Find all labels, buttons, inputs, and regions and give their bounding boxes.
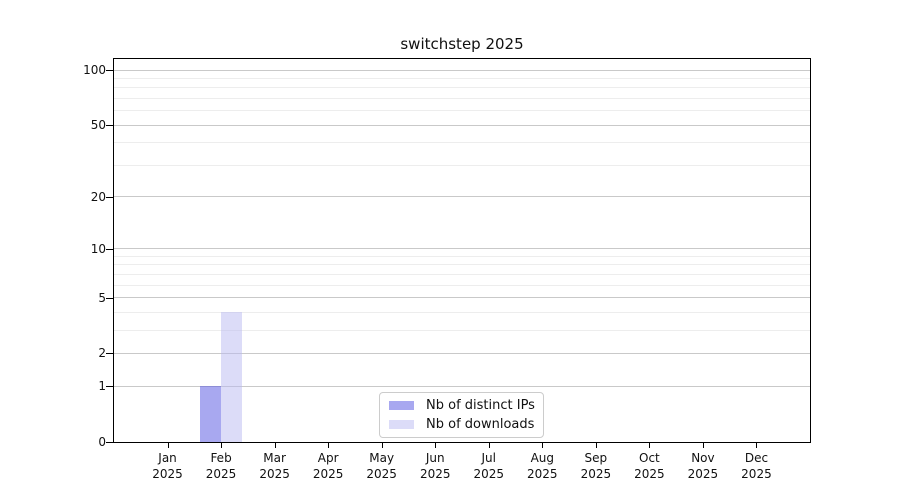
x-tick-mark xyxy=(167,443,169,448)
y-gridline-minor xyxy=(114,255,810,257)
x-tick-label: Oct 2025 xyxy=(634,451,665,481)
y-gridline-minor xyxy=(114,264,810,266)
x-tick-label: Dec 2025 xyxy=(741,451,772,481)
x-tick-label: May 2025 xyxy=(366,451,397,481)
x-tick-label: Sep 2025 xyxy=(580,451,612,481)
x-tick-label: Feb 2025 xyxy=(205,451,237,481)
y-tick-mark xyxy=(106,442,113,443)
x-tick-mark xyxy=(649,443,651,448)
x-tick-label: Jun 2025 xyxy=(419,451,451,481)
legend-label-downloads: Nb of downloads xyxy=(426,417,535,433)
x-tick-mark xyxy=(328,443,330,448)
y-gridline-major xyxy=(114,196,810,198)
y-tick-mark xyxy=(106,70,113,72)
bar-feb-2025-nb-of-distinct-ips xyxy=(199,386,222,442)
y-tick-label: 10 xyxy=(90,241,106,256)
y-tick-mark xyxy=(106,297,113,299)
x-tick-label: Apr 2025 xyxy=(312,451,344,481)
y-gridline-major xyxy=(114,385,810,387)
y-tick-label: 2 xyxy=(98,346,106,361)
y-tick-mark xyxy=(106,353,113,355)
y-tick-label: 1 xyxy=(98,379,106,394)
x-tick-label: Nov 2025 xyxy=(687,451,719,481)
y-tick-mark xyxy=(106,196,113,198)
y-gridline-major xyxy=(114,352,810,354)
y-tick-label: 20 xyxy=(90,189,106,204)
legend-label-distinct-ips: Nb of distinct IPs xyxy=(426,397,535,413)
x-tick-label: Jan 2025 xyxy=(152,451,183,481)
x-tick-mark xyxy=(435,443,437,448)
plot-area xyxy=(113,58,811,443)
bar-feb-2025-nb-of-downloads xyxy=(221,312,243,442)
y-tick-label: 50 xyxy=(90,118,106,133)
y-gridline-major xyxy=(114,69,810,71)
x-tick-mark xyxy=(542,443,544,448)
y-gridline-minor xyxy=(114,311,810,313)
y-tick-label: 5 xyxy=(98,290,106,305)
y-tick-mark xyxy=(106,125,113,127)
x-tick-mark xyxy=(274,443,276,448)
legend-item-distinct-ips: Nb of distinct IPs xyxy=(389,397,535,414)
x-tick-mark xyxy=(756,443,758,448)
distinct-ips-swatch-icon xyxy=(389,400,414,410)
y-gridline-minor xyxy=(114,329,810,331)
y-tick-mark xyxy=(106,248,113,250)
y-gridline-major xyxy=(114,248,810,250)
x-tick-label: Jul 2025 xyxy=(473,451,505,481)
x-tick-mark xyxy=(221,443,223,448)
y-gridline-minor xyxy=(114,273,810,275)
x-tick-mark xyxy=(488,443,490,448)
legend: Nb of distinct IPs Nb of downloads xyxy=(379,392,544,438)
y-tick-mark xyxy=(106,386,113,388)
x-tick-mark xyxy=(702,443,704,448)
y-gridline-minor xyxy=(114,87,810,89)
y-gridline-minor xyxy=(114,78,810,80)
y-gridline-minor xyxy=(114,284,810,286)
x-tick-label: Aug 2025 xyxy=(527,451,558,481)
y-gridline-minor xyxy=(114,110,810,112)
x-tick-label: Mar 2025 xyxy=(259,451,290,481)
chart-title: switchstep 2025 xyxy=(400,35,524,53)
y-gridline-minor xyxy=(114,142,810,144)
y-gridline-major xyxy=(114,124,810,126)
x-tick-mark xyxy=(381,443,383,448)
y-gridline-minor xyxy=(114,164,810,166)
x-tick-mark xyxy=(595,443,597,448)
y-tick-label: 0 xyxy=(98,435,106,449)
legend-item-downloads: Nb of downloads xyxy=(389,417,534,434)
y-tick-label: 100 xyxy=(83,63,106,78)
y-gridline-minor xyxy=(114,98,810,100)
downloads-swatch-icon xyxy=(389,420,414,430)
y-gridline-major xyxy=(114,297,810,299)
